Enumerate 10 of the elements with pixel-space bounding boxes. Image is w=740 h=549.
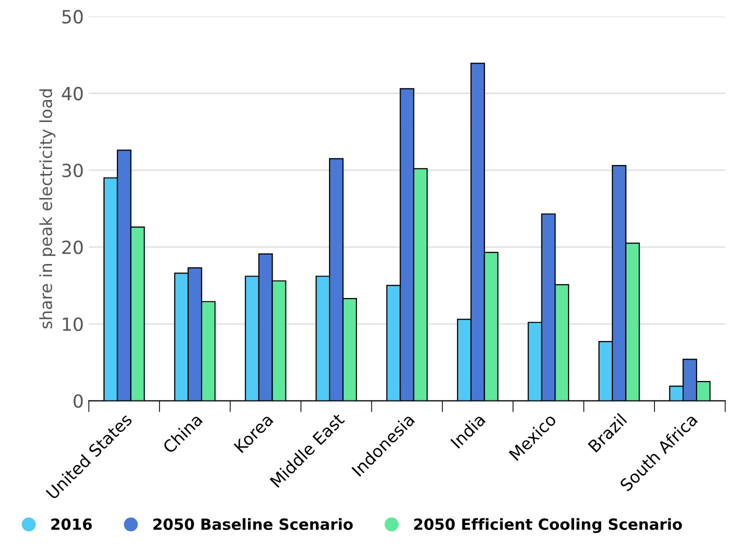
- y-tick-label: 40: [62, 86, 83, 100]
- legend-label: 2016: [51, 518, 92, 530]
- legend-label: 2050 Efficient Cooling Scenario: [414, 518, 682, 534]
- y-tick-label: 10: [62, 317, 83, 332]
- y-axis-title: share in peak electricity load: [39, 89, 56, 328]
- legend-label: 2050 Baseline Scenario: [153, 518, 353, 530]
- y-tick-label: 20: [62, 240, 83, 254]
- y-tick-label: 30: [62, 164, 83, 178]
- y-tick-label: 0: [74, 394, 83, 408]
- y-tick-label: 50: [62, 10, 83, 24]
